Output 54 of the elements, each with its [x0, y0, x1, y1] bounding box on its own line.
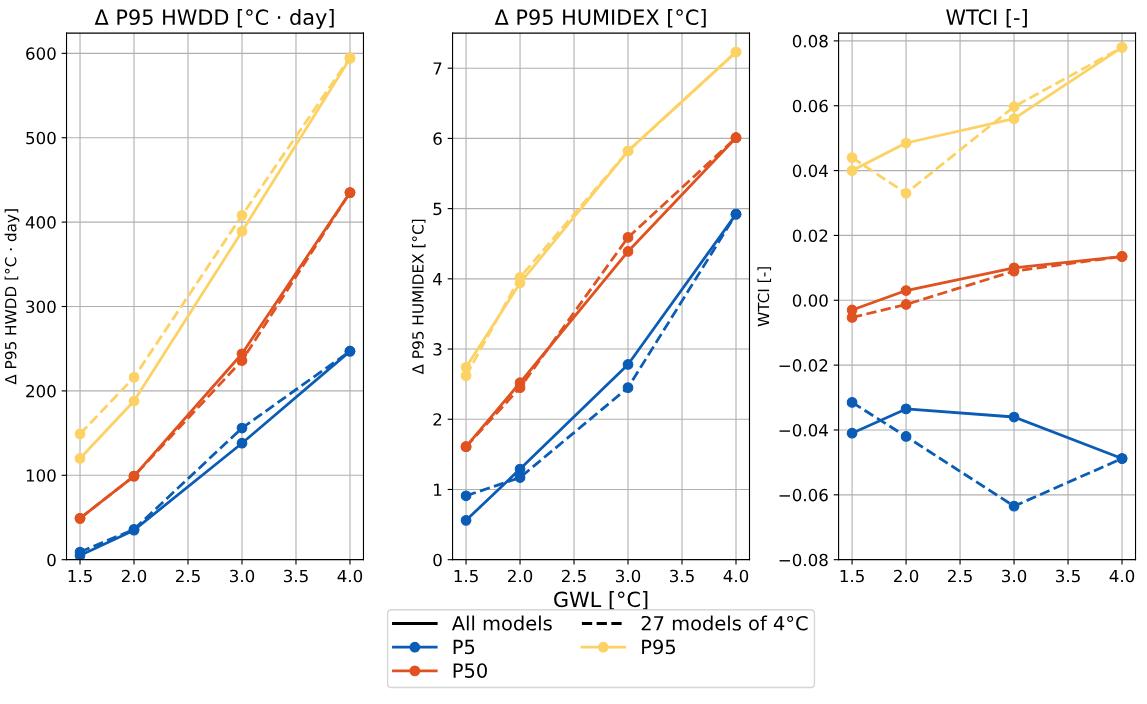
y-tick-label: −0.04 [779, 423, 828, 437]
legend-label: P50 [453, 663, 487, 678]
y-tick-label: 0.08 [792, 34, 828, 48]
x-tick-label: 3.5 [670, 569, 694, 583]
y-tick-label: 3 [433, 343, 442, 356]
y-tick-label: 5 [433, 202, 442, 216]
y-tick-label: −0.08 [779, 553, 828, 567]
y-tick-label: 0.04 [792, 164, 828, 178]
y-axis-title: Δ P95 HUMIDEX [°C] [411, 219, 426, 375]
y-tick-label: −0.06 [779, 488, 828, 502]
y-axis-title: Δ P95 HWDD [°C · day] [4, 209, 20, 385]
legend-label: 27 models of 4°C [641, 615, 808, 631]
y-tick-label: 0.00 [792, 294, 828, 307]
x-tick-label: 2.0 [508, 569, 533, 583]
y-tick-label: −0.02 [779, 359, 828, 372]
y-tick-label: 0.02 [792, 229, 828, 242]
y-tick-label: 6 [433, 132, 442, 145]
y-tick-label: 0.06 [792, 99, 828, 113]
chart-title: WTCI [-] [946, 8, 1027, 28]
chart-title: Δ P95 HUMIDEX [°C] [494, 8, 706, 28]
x-tick-label: 2.0 [121, 569, 147, 583]
legend-label: P95 [642, 639, 676, 655]
y-tick-label: 100 [26, 469, 56, 482]
x-tick-label: 1.5 [840, 569, 864, 583]
x-tick-label: 3.0 [230, 569, 255, 583]
x-tick-label: 3.5 [284, 569, 308, 583]
x-tick-label: 3.5 [1056, 569, 1080, 583]
chart-title: Δ P95 HWDD [°C · day] [94, 8, 334, 30]
y-tick-label: 1 [434, 483, 442, 496]
x-tick-label: 4.0 [723, 569, 749, 583]
x-tick-label: 1.5 [454, 569, 478, 583]
x-tick-label: 4.0 [337, 569, 363, 583]
y-tick-label: 0 [47, 553, 56, 567]
x-tick-label: 2.5 [562, 569, 586, 583]
x-tick-label: 3.0 [1002, 569, 1027, 583]
y-tick-label: 400 [25, 216, 56, 229]
y-tick-label: 7 [433, 62, 442, 75]
y-tick-label: 4 [433, 273, 442, 286]
x-tick-label: 3.0 [616, 569, 641, 583]
y-tick-label: 200 [26, 384, 56, 398]
legend-label: P5 [453, 639, 475, 655]
x-axis-title: GWL [°C] [554, 591, 648, 610]
x-tick-label: 1.5 [68, 569, 92, 583]
x-tick-label: 2.5 [175, 569, 200, 583]
y-tick-label: 600 [26, 47, 56, 60]
y-tick-label: 300 [26, 300, 56, 314]
x-tick-label: 2.5 [948, 569, 972, 583]
x-tick-label: 4.0 [1109, 569, 1135, 583]
y-axis-title: WTCI [-] [757, 267, 772, 327]
y-tick-label: 2 [433, 413, 442, 426]
y-tick-label: 0 [433, 553, 442, 567]
legend-label: All models [451, 615, 552, 631]
y-tick-label: 500 [26, 131, 56, 145]
x-tick-label: 2.0 [894, 569, 919, 583]
